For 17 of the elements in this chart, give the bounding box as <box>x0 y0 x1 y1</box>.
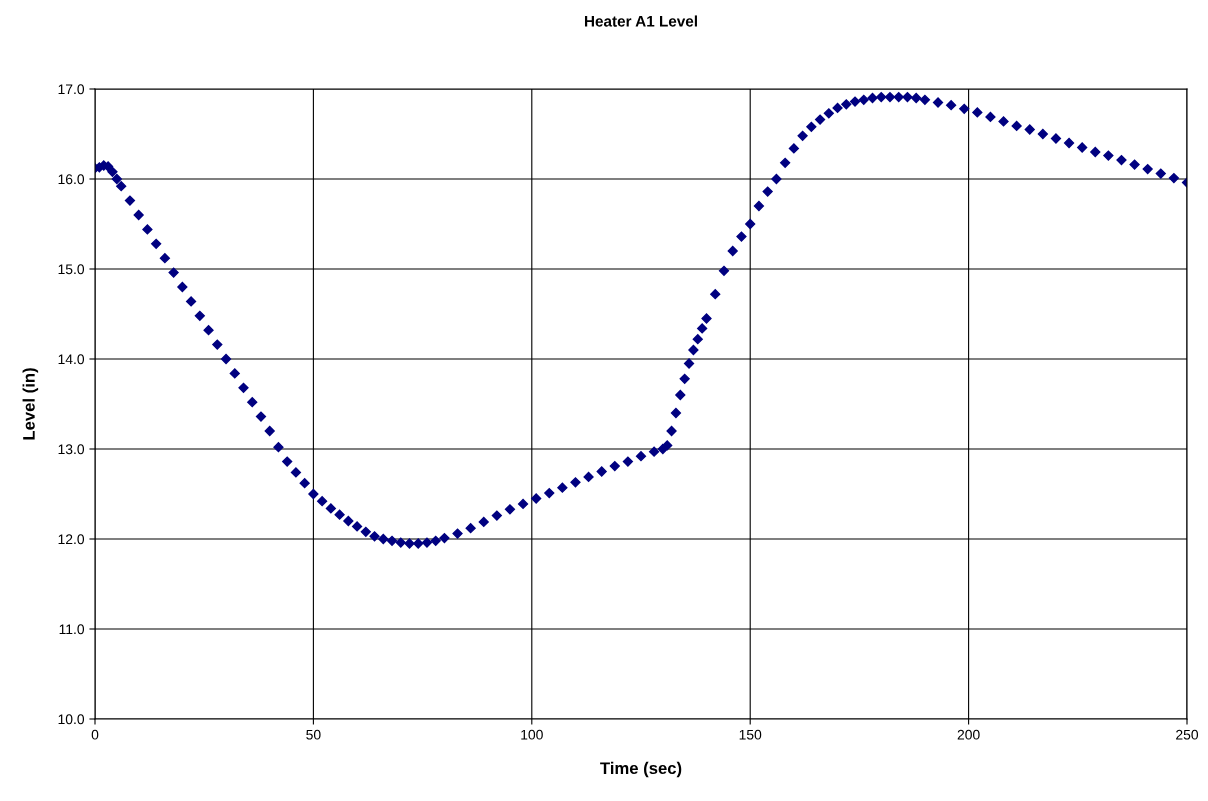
y-tick-label: 14.0 <box>58 354 85 365</box>
y-tick-label: 17.0 <box>58 84 85 95</box>
x-tick-label: 250 <box>1176 729 1199 740</box>
y-tick-label: 10.0 <box>58 714 85 725</box>
x-axis-title: Time (sec) <box>600 761 682 778</box>
x-tick-label: 50 <box>306 729 321 740</box>
y-axis-title: Level (in) <box>22 368 39 440</box>
x-tick-label: 100 <box>521 729 543 740</box>
y-tick-label: 11.0 <box>59 624 85 635</box>
y-tick-label: 16.0 <box>58 174 85 185</box>
x-tick-label: 0 <box>91 729 99 740</box>
y-tick-label: 13.0 <box>58 444 85 455</box>
y-tick-label: 15.0 <box>58 264 85 275</box>
x-tick-label: 150 <box>739 729 762 740</box>
x-tick-label: 200 <box>957 729 980 740</box>
chart-title: Heater A1 Level <box>584 15 697 27</box>
y-tick-label: 12.0 <box>58 534 85 545</box>
